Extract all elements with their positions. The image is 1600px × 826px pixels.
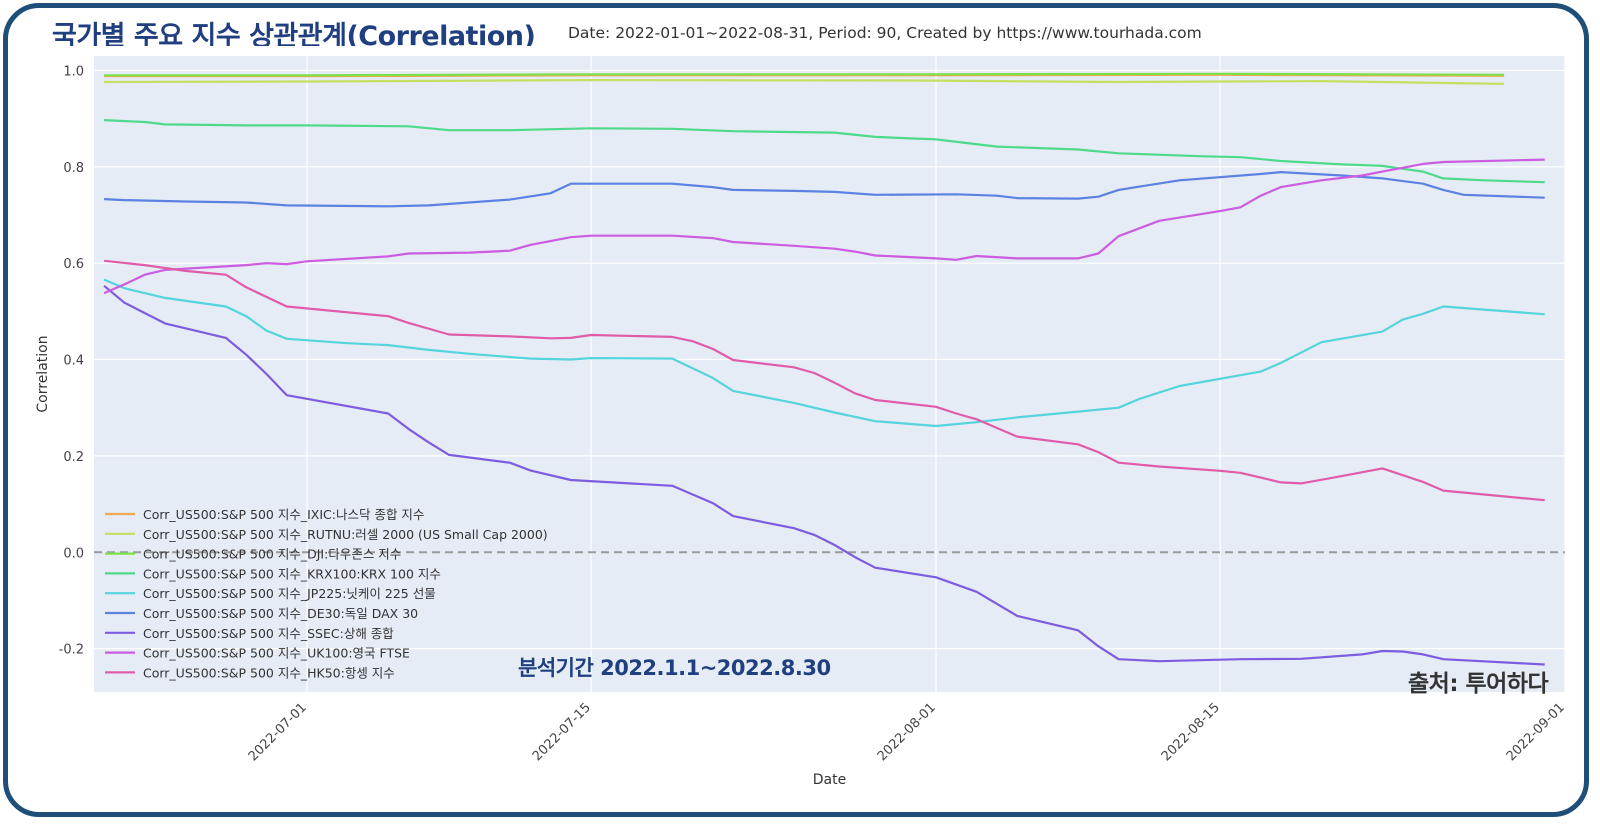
y-tick-label: 0.2 [63, 450, 84, 465]
y-tick-label: 1.0 [63, 64, 84, 79]
gridlines [94, 56, 1566, 692]
y-axis-label: Correlation [35, 335, 51, 412]
y-tick-label: 0.6 [63, 257, 84, 272]
plot-area [94, 56, 1565, 692]
x-axis-label: Date [813, 772, 846, 788]
y-axis: 1.0 0.8 0.6 0.4 0.2 0.0 -0.2 [59, 64, 84, 657]
y-tick-label: 0.8 [63, 161, 84, 176]
legend-label: Corr_US500:S&P 500 지수_JP225:닛케이 225 선물 [143, 586, 436, 601]
series-lines [103, 72, 1545, 666]
legend-label: Corr_US500:S&P 500 지수_RUTNU:러셀 2000 (US … [143, 527, 548, 542]
legend-label: Corr_US500:S&P 500 지수_KRX100:KRX 100 지수 [143, 566, 441, 581]
y-tick-label: 0.4 [63, 354, 84, 369]
legend-label: Corr_US500:S&P 500 지수_HK50:항셍 지수 [143, 665, 395, 680]
legend: Corr_US500:S&P 500 지수_IXIC:나스닥 종합 지수 Corr… [105, 507, 548, 680]
legend-label: Corr_US500:S&P 500 지수_DE30:독일 DAX 30 [143, 606, 418, 621]
series-line-5 [104, 171, 1545, 208]
legend-label: Corr_US500:S&P 500 지수_IXIC:나스닥 종합 지수 [143, 507, 424, 522]
series-line-6 [103, 284, 1545, 666]
series-line-3 [104, 119, 1545, 184]
legend-label: Corr_US500:S&P 500 지수_DJI:다우존스 지수 [143, 547, 401, 562]
legend-label: Corr_US500:S&P 500 지수_UK100:영국 FTSE [143, 646, 410, 661]
y-tick-label: -0.2 [59, 643, 84, 658]
chart-subtitle: Date: 2022-01-01~2022-08-31, Period: 90,… [568, 24, 1202, 42]
series-line-8 [103, 259, 1545, 502]
y-tick-label: 0.0 [63, 546, 84, 561]
series-line-4 [103, 278, 1545, 428]
analysis-period-annotation: 분석기간 2022.1.1~2022.8.30 [518, 656, 831, 680]
source-annotation: 출처: 투어하다 [1408, 671, 1549, 697]
legend-label: Corr_US500:S&P 500 지수_SSEC:상해 종합 [143, 626, 394, 641]
series-line-1 [104, 79, 1505, 85]
series-line-2 [104, 72, 1505, 77]
series-line-7 [103, 158, 1545, 295]
